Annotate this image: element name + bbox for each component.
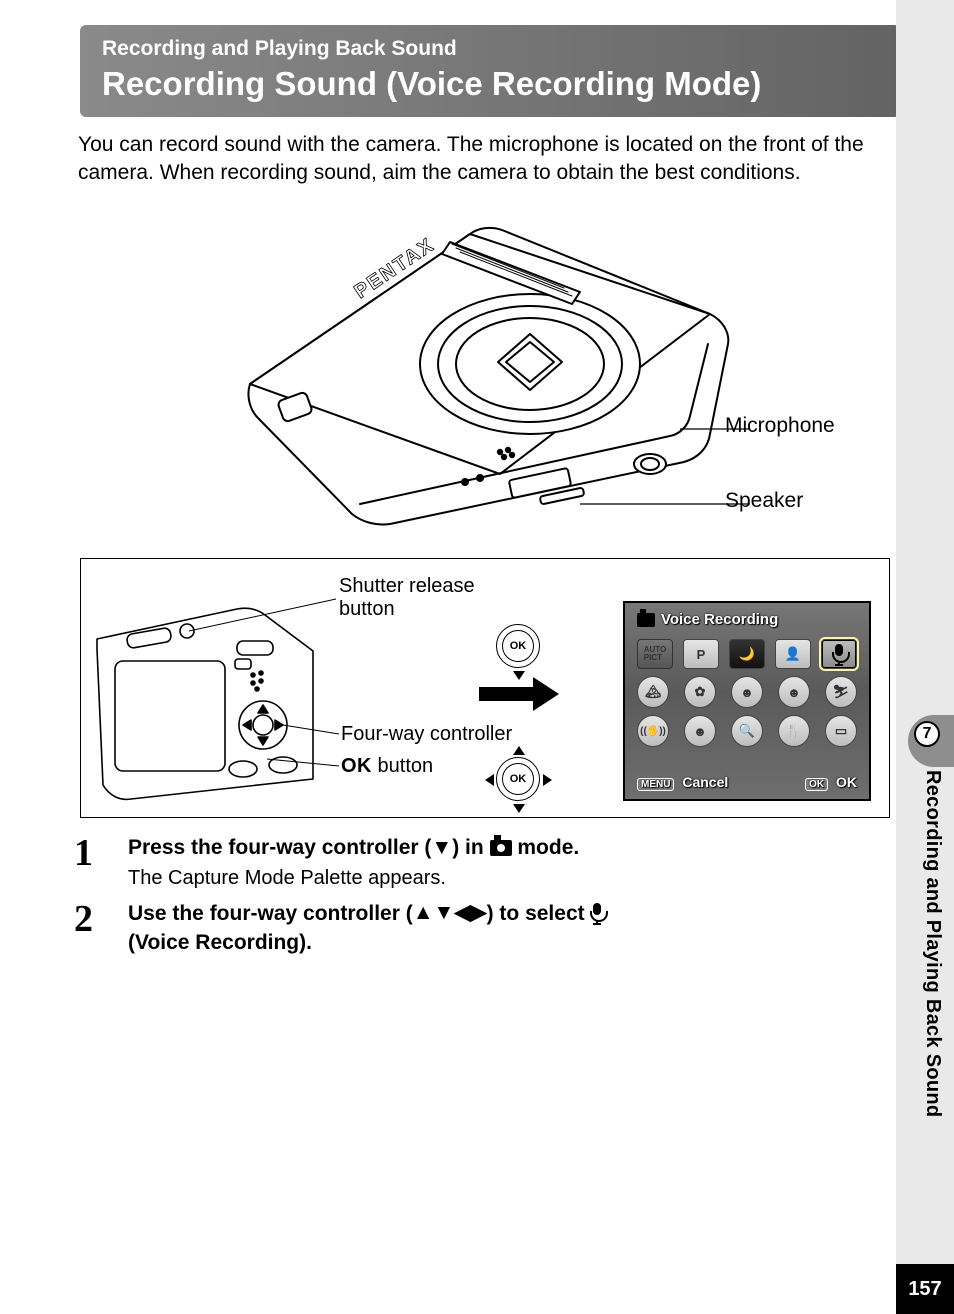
mode-p-icon: P [683, 639, 719, 669]
menu-badge: MENU [637, 778, 674, 791]
step2-text-post: (Voice Recording). [128, 931, 312, 954]
mode-voice-icon [821, 639, 857, 669]
step2-text-pre: Use the four-way controller ( [128, 902, 413, 925]
mode-food-icon: 🍴 [778, 715, 810, 747]
speaker-label: Speaker [725, 489, 803, 513]
nav-arrows-icon: ▲▼◀▶ [413, 899, 487, 927]
step2-text-mid: ) to select [487, 902, 591, 925]
mode-flower-icon: ✿ [684, 676, 716, 708]
mode-auto-icon: AUTO PICT [637, 639, 673, 669]
mode-frame-icon: ▭ [825, 715, 857, 747]
down-triangle-icon: ▼ [431, 834, 452, 862]
step1-subtext: The Capture Mode Palette appears. [128, 867, 890, 890]
camera-diagram: PENTAX [80, 204, 890, 544]
ok-bold-label: OK [341, 755, 372, 777]
side-chapter-label: Recording and Playing Back Sound [921, 770, 944, 1117]
mode-sport-icon: ⛷ [825, 676, 857, 708]
step-1: 1 Press the four-way controller (▼) in m… [74, 834, 890, 890]
step1-text-pre: Press the four-way controller ( [128, 836, 431, 859]
chapter-number-badge: 7 [914, 721, 940, 747]
step1-text-post: mode. [512, 836, 580, 859]
ok-nav-down-icon: OK [496, 624, 540, 668]
ok-label: OK [836, 774, 857, 790]
header-title: Recording Sound (Voice Recording Mode) [102, 65, 878, 103]
microphone-label: Microphone [725, 414, 835, 438]
page-header: Recording and Playing Back Sound Recordi… [80, 25, 900, 117]
step-number: 2 [74, 900, 128, 957]
screen-title: Voice Recording [661, 611, 778, 628]
mode-baby-icon: ☻ [684, 715, 716, 747]
ok-badge: OK [805, 778, 828, 791]
mode-portrait-icon: 👤 [775, 639, 811, 669]
mode-landscape-icon: 🏔 [637, 676, 669, 708]
intro-paragraph: You can record sound with the camera. Th… [78, 131, 888, 186]
mode-museum-icon: 🔍 [731, 715, 763, 747]
camera-rear-drawing [87, 589, 327, 809]
camera-icon [637, 613, 655, 627]
step1-text-mid: ) in [452, 836, 489, 859]
mode-shake-icon: ((🖐)) [637, 715, 669, 747]
mode-face-icon: ☻ [731, 676, 763, 708]
ok-button-label: button [372, 755, 433, 777]
step-number: 1 [74, 834, 128, 890]
arrow-right-icon [479, 687, 533, 701]
step-2: 2 Use the four-way controller (▲▼◀▶) to … [74, 900, 890, 957]
camera-mode-icon [490, 840, 512, 856]
cancel-label: Cancel [682, 774, 728, 790]
steps-list: 1 Press the four-way controller (▼) in m… [74, 834, 890, 957]
ok-nav-all-icon: OK [496, 757, 540, 801]
four-way-label: Four-way controller [341, 723, 512, 746]
mode-night-icon: 🌙 [729, 639, 765, 669]
control-diagram-box: Shutter release button Four-way controll… [80, 558, 890, 818]
header-section: Recording and Playing Back Sound [102, 37, 878, 61]
page-number: 157 [896, 1264, 954, 1314]
microphone-icon [590, 903, 604, 923]
lcd-preview: Voice Recording AUTO PICT P 🌙 👤 🏔 ✿ ☻ ☻ [623, 601, 871, 801]
mode-kids-icon: ☻ [778, 676, 810, 708]
camera-line-art: PENTAX [210, 204, 750, 534]
shutter-label: Shutter release button [339, 575, 499, 621]
